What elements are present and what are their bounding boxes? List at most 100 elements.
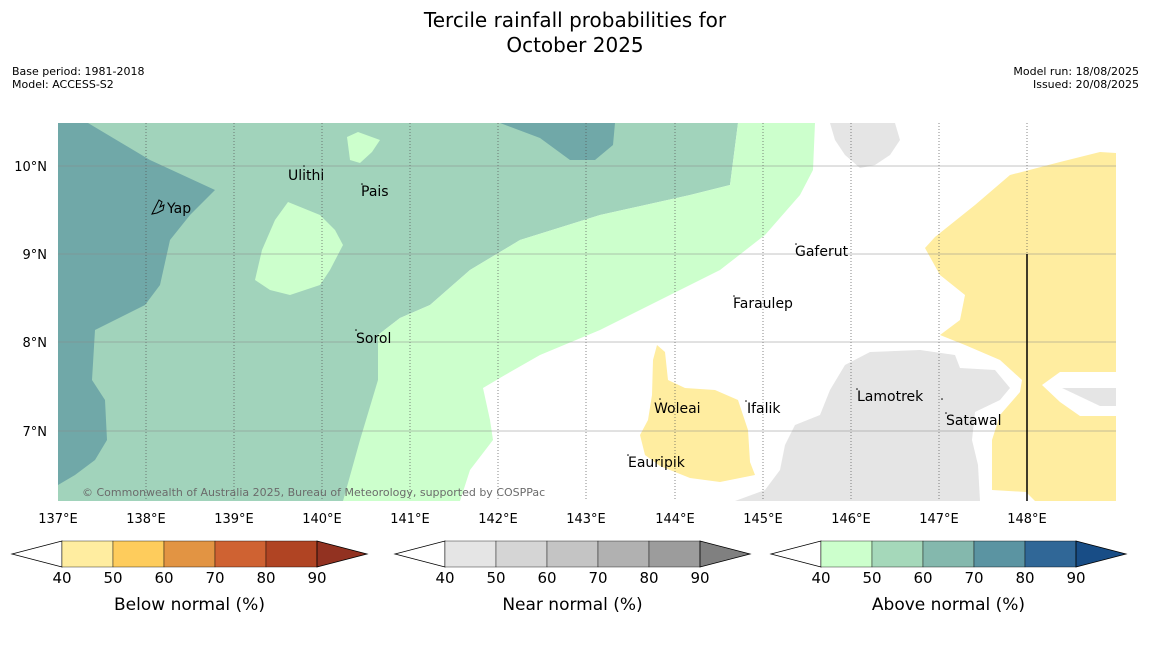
island-dot-lamotrek bbox=[856, 388, 858, 390]
place-label-gaferut: Gaferut bbox=[795, 244, 849, 260]
colorbar-above-normal: 40 50 60 70 80 90 Above normal (%) bbox=[769, 540, 1128, 615]
region-above-40-50-band bbox=[343, 123, 815, 501]
colorbar-tick-label: 60 bbox=[537, 569, 556, 587]
place-label-yap: Yap bbox=[166, 201, 191, 217]
colorbar-segment bbox=[922, 540, 975, 568]
colorbar-below-normal: 40 50 60 70 80 90 Below normal (%) bbox=[10, 540, 369, 615]
region-near-40-50-far-east bbox=[1062, 388, 1116, 406]
region-below-40-50-east bbox=[925, 152, 1116, 501]
region-near-40-50-north bbox=[830, 123, 900, 168]
colorbar-segment bbox=[871, 540, 924, 568]
island-dots bbox=[303, 165, 947, 456]
lon-label-142: 142°E bbox=[478, 512, 518, 527]
colorbar-segment bbox=[597, 540, 650, 568]
colorbar-tick-label: 70 bbox=[205, 569, 224, 587]
colorbar-segment bbox=[546, 540, 599, 568]
place-label-sorol: Sorol bbox=[356, 331, 391, 347]
colorbar-tick-label: 90 bbox=[1066, 569, 1085, 587]
lon-label-144: 144°E bbox=[655, 512, 695, 527]
colorbar-segment bbox=[112, 540, 165, 568]
colorbar-segment bbox=[973, 540, 1026, 568]
yap-island-shape bbox=[151, 199, 165, 215]
lon-label-143: 143°E bbox=[566, 512, 606, 527]
region-below-40-50-woleai bbox=[640, 345, 755, 482]
place-label-woleai: Woleai bbox=[654, 401, 701, 417]
colorbar-segment bbox=[648, 540, 701, 568]
lon-label-140: 140°E bbox=[302, 512, 342, 527]
colorbar-title: Above normal (%) bbox=[872, 595, 1025, 615]
model-run-text: Model run: 18/08/2025 bbox=[1013, 65, 1139, 78]
lat-label-10: 10°N bbox=[14, 160, 47, 175]
colorbar-title: Near normal (%) bbox=[502, 595, 642, 615]
island-dot-eauripik bbox=[627, 454, 629, 456]
title-line-1: Tercile rainfall probabilities for bbox=[423, 8, 727, 32]
colorbar-right-extension bbox=[316, 540, 369, 568]
island-dot-satawal bbox=[945, 412, 947, 414]
region-above-40-50-patch-1 bbox=[255, 202, 343, 295]
colorbar-segment bbox=[1024, 540, 1077, 568]
colorbar-segment bbox=[495, 540, 548, 568]
longitude-labels: 137°E 138°E 139°E 140°E 141°E 142°E 143°… bbox=[38, 512, 1047, 527]
copyright-text: © Commonwealth of Australia 2025, Bureau… bbox=[82, 486, 545, 499]
island-dot-woleai bbox=[659, 398, 661, 400]
place-label-ifalik: Ifalik bbox=[747, 401, 781, 417]
colorbar-legends: 40 50 60 70 80 90 Below normal (%) 40 50 60 70 80 90… bbox=[10, 540, 1128, 615]
lon-label-141: 141°E bbox=[390, 512, 430, 527]
colorbar-tick-label: 70 bbox=[964, 569, 983, 587]
colorbar-tick-label: 70 bbox=[588, 569, 607, 587]
colorbar-tick-label: 90 bbox=[307, 569, 326, 587]
colorbar-left-extension bbox=[769, 540, 822, 568]
colorbar-tick-label: 40 bbox=[52, 569, 71, 587]
place-label-eauripik: Eauripik bbox=[628, 455, 686, 471]
island-dot-lamotrek-east bbox=[941, 398, 943, 400]
colorbar-segment bbox=[265, 540, 318, 568]
place-label-satawal: Satawal bbox=[946, 413, 1001, 429]
colorbar-tick-label: 50 bbox=[103, 569, 122, 587]
region-above-50-60 bbox=[58, 123, 738, 501]
colorbar-tick-label: 60 bbox=[913, 569, 932, 587]
colorbar-tick-label: 40 bbox=[811, 569, 830, 587]
title-line-2: October 2025 bbox=[506, 33, 644, 57]
colorbar-segment bbox=[820, 540, 873, 568]
lat-label-7: 7°N bbox=[23, 425, 48, 440]
region-near-40-50-east bbox=[735, 350, 1010, 501]
page-title: Tercile rainfall probabilities for Octob… bbox=[0, 8, 1150, 58]
colorbar-segment bbox=[214, 540, 267, 568]
lat-label-8: 8°N bbox=[23, 336, 48, 351]
meta-right: Model run: 18/08/2025 Issued: 20/08/2025 bbox=[1013, 65, 1139, 91]
colorbar-tick-label: 50 bbox=[486, 569, 505, 587]
place-labels: Ulithi Pais Yap Gaferut Faraulep Sorol L… bbox=[166, 168, 1001, 471]
issued-text: Issued: 20/08/2025 bbox=[1032, 78, 1139, 91]
map-plot-area bbox=[58, 123, 1116, 501]
lon-label-138: 138°E bbox=[126, 512, 166, 527]
colorbar-near-normal: 40 50 60 70 80 90 Near normal (%) bbox=[393, 540, 752, 615]
lon-label-145: 145°E bbox=[743, 512, 783, 527]
lon-label-146: 146°E bbox=[831, 512, 871, 527]
latitude-labels: 10°N 9°N 8°N 7°N bbox=[14, 160, 47, 440]
colorbar-tick-label: 40 bbox=[435, 569, 454, 587]
lon-label-139: 139°E bbox=[214, 512, 254, 527]
model-text: Model: ACCESS-S2 bbox=[12, 78, 114, 91]
colorbar-segment bbox=[444, 540, 497, 568]
lon-label-148: 148°E bbox=[1007, 512, 1047, 527]
lat-label-9: 9°N bbox=[23, 248, 48, 263]
meta-left: Base period: 1981-2018 Model: ACCESS-S2 bbox=[12, 65, 144, 91]
place-label-ulithi: Ulithi bbox=[288, 168, 324, 184]
region-above-40-50-patch-2 bbox=[347, 132, 380, 163]
lon-label-147: 147°E bbox=[919, 512, 959, 527]
colorbar-right-extension bbox=[1075, 540, 1128, 568]
colorbar-tick-label: 80 bbox=[639, 569, 658, 587]
colorbar-tick-label: 60 bbox=[154, 569, 173, 587]
colorbar-tick-label: 80 bbox=[256, 569, 275, 587]
place-label-lamotrek: Lamotrek bbox=[857, 389, 924, 405]
island-dot-gaferut bbox=[795, 243, 797, 245]
island-dot-ifalik bbox=[745, 400, 747, 402]
colorbar-left-extension bbox=[393, 540, 446, 568]
place-label-faraulep: Faraulep bbox=[733, 296, 793, 312]
island-dot-ulithi bbox=[303, 165, 305, 167]
region-above-60-70-west bbox=[58, 123, 215, 485]
colorbar-segment bbox=[163, 540, 216, 568]
island-dot-sorol bbox=[355, 329, 357, 331]
